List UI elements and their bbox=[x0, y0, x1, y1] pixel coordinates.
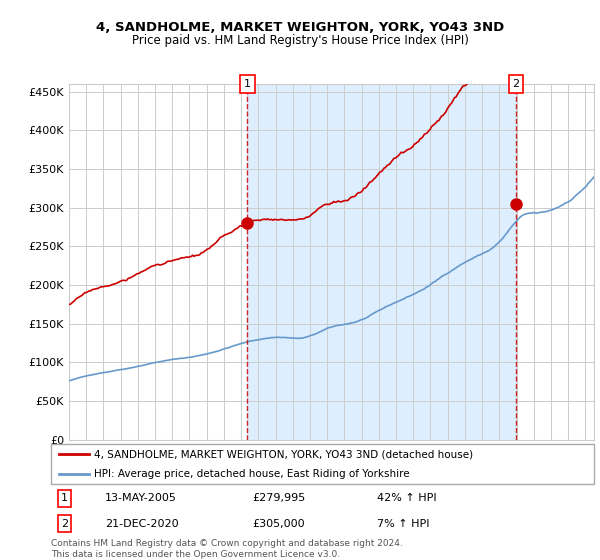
Text: HPI: Average price, detached house, East Riding of Yorkshire: HPI: Average price, detached house, East… bbox=[94, 469, 410, 479]
Text: 13-MAY-2005: 13-MAY-2005 bbox=[106, 493, 177, 503]
Text: 2: 2 bbox=[61, 519, 68, 529]
Text: £305,000: £305,000 bbox=[252, 519, 305, 529]
Text: 2: 2 bbox=[512, 79, 520, 89]
Text: 4, SANDHOLME, MARKET WEIGHTON, YORK, YO43 3ND: 4, SANDHOLME, MARKET WEIGHTON, YORK, YO4… bbox=[96, 21, 504, 34]
Text: 21-DEC-2020: 21-DEC-2020 bbox=[106, 519, 179, 529]
Text: 1: 1 bbox=[61, 493, 68, 503]
Bar bbox=[247, 84, 516, 440]
Text: 1: 1 bbox=[244, 79, 251, 89]
Text: 42% ↑ HPI: 42% ↑ HPI bbox=[377, 493, 436, 503]
Text: Price paid vs. HM Land Registry's House Price Index (HPI): Price paid vs. HM Land Registry's House … bbox=[131, 34, 469, 46]
Text: 7% ↑ HPI: 7% ↑ HPI bbox=[377, 519, 430, 529]
FancyBboxPatch shape bbox=[51, 444, 594, 484]
Text: Contains HM Land Registry data © Crown copyright and database right 2024.
This d: Contains HM Land Registry data © Crown c… bbox=[51, 539, 403, 559]
Text: £279,995: £279,995 bbox=[252, 493, 305, 503]
Text: 4, SANDHOLME, MARKET WEIGHTON, YORK, YO43 3ND (detached house): 4, SANDHOLME, MARKET WEIGHTON, YORK, YO4… bbox=[94, 449, 473, 459]
